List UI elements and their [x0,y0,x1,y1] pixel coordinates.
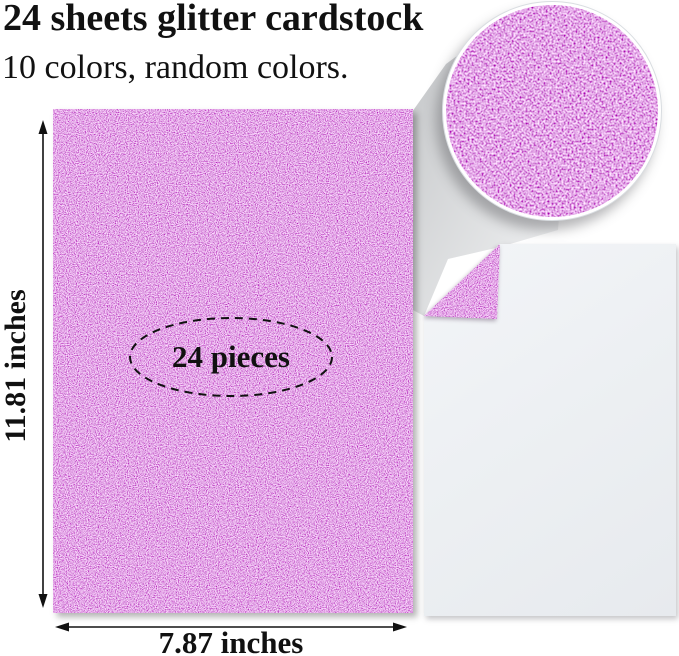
arrow-left-icon [55,622,69,632]
product-subtitle: 10 colors, random colors. [2,49,349,86]
arrow-up-icon [38,120,48,134]
pieces-count-label: 24 pieces [172,339,290,374]
zoom-circle-callout [442,1,662,221]
arrow-right-icon [393,622,407,632]
folded-corner [424,244,500,319]
arrow-down-icon [38,594,48,608]
height-dimension-arrow [38,120,48,608]
glitter-sheet-texture [53,109,413,613]
width-label: 7.87 inches [158,625,304,656]
width-dimension-arrow [55,622,407,632]
product-title: 24 sheets glitter cardstock [3,0,424,39]
pieces-dashed-oval [129,317,333,397]
height-label: 11.81 inches [0,289,32,443]
glitter-sheet: 24 pieces [53,109,413,613]
zoom-circle-texture [446,5,658,217]
